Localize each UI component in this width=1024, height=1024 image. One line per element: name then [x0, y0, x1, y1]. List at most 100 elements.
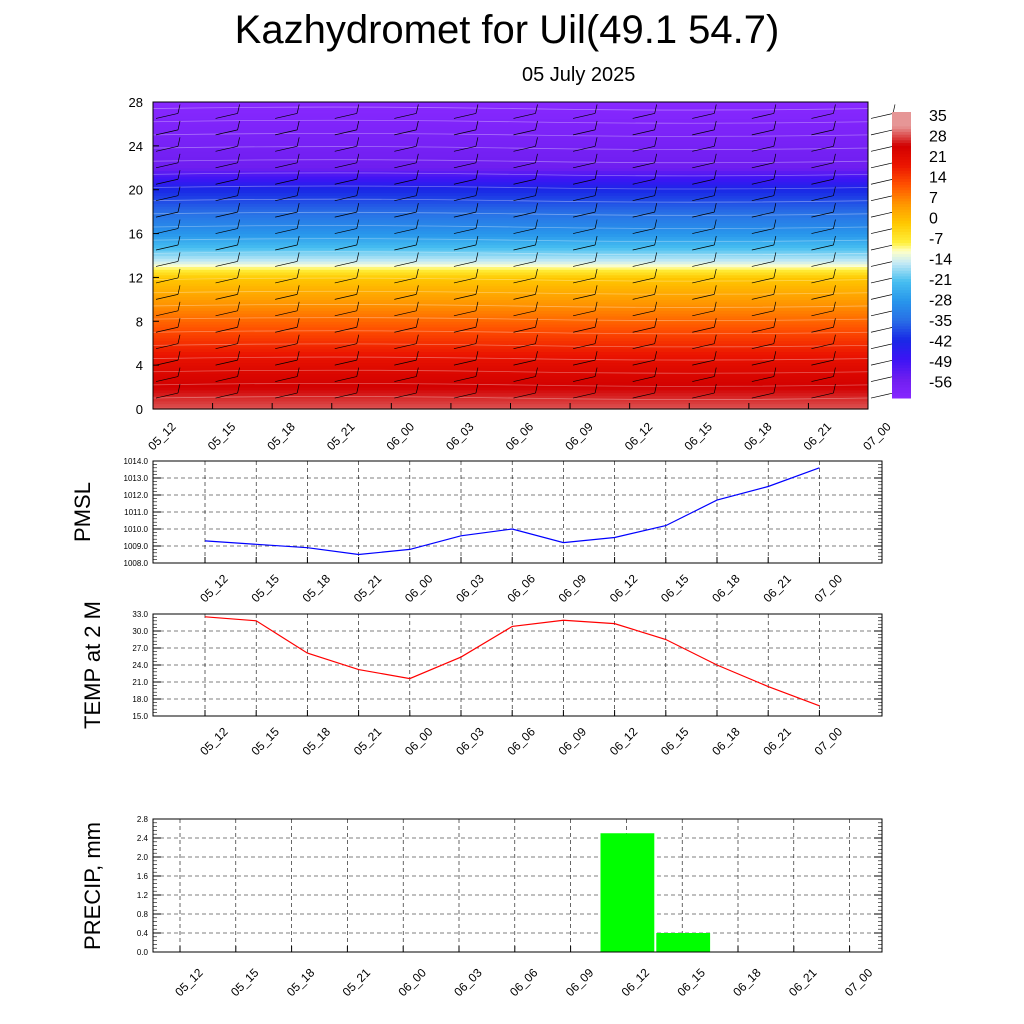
- wind-barb-feather: [594, 285, 598, 295]
- precip-bar: [600, 833, 655, 952]
- wind-barb-feather: [713, 351, 717, 361]
- x-tick-label: 06_18: [709, 571, 743, 605]
- wind-barb: [334, 195, 357, 202]
- x-tick-label: 06_12: [622, 419, 656, 453]
- wind-barb: [632, 244, 655, 251]
- x-tick-label: 06_00: [402, 724, 436, 758]
- wind-barb: [811, 261, 834, 267]
- wind-barb: [573, 211, 596, 218]
- wind-barb: [155, 326, 179, 333]
- x-tick-label: 06_15: [658, 724, 692, 758]
- wind-barb-feather: [594, 268, 598, 278]
- wind-barb: [275, 178, 298, 185]
- contour-line: [152, 317, 869, 321]
- panel-3: [152, 818, 883, 953]
- wind-barb-feather: [535, 203, 538, 213]
- wind-barb: [155, 277, 179, 284]
- wind-barb-feather: [237, 334, 240, 344]
- wind-barb-feather: [356, 383, 360, 394]
- wind-barb: [751, 392, 774, 399]
- heatmap-band: [153, 367, 868, 372]
- heatmap-band: [153, 208, 868, 213]
- wind-barb-feather: [713, 383, 717, 394]
- heatmap-band: [153, 236, 868, 240]
- colorbar: [892, 112, 911, 399]
- wind-barb-feather: [713, 186, 717, 196]
- y-tick-label: 24.0: [132, 661, 148, 670]
- wind-barb: [394, 228, 417, 234]
- wind-barb-feather: [475, 203, 479, 213]
- wind-barb: [453, 261, 476, 267]
- wind-barb-feather: [654, 285, 658, 295]
- heatmap-band: [153, 132, 868, 136]
- wind-barb-feather: [177, 219, 181, 229]
- wind-barb: [751, 162, 774, 169]
- heatmap-band: [153, 277, 868, 281]
- wind-barb-feather: [535, 383, 538, 394]
- wind-barb: [275, 261, 298, 267]
- wind-barb: [513, 162, 536, 169]
- wind-barb: [811, 145, 834, 152]
- panel-frame: [152, 613, 883, 717]
- colorbar-label: 14: [929, 170, 947, 187]
- y-tick-label: 1010.0: [124, 525, 149, 534]
- wind-barb-feather: [177, 203, 181, 213]
- heatmap-band: [153, 274, 868, 279]
- wind-barb-feather: [713, 301, 717, 311]
- wind-barb: [513, 178, 536, 185]
- wind-barb-feather: [177, 351, 181, 361]
- wind-barb: [155, 261, 179, 267]
- heatmap-band: [153, 291, 868, 295]
- wind-barb-feather: [177, 367, 181, 377]
- wind-barb: [811, 310, 834, 317]
- wind-barb-feather: [475, 367, 479, 377]
- heatmap-band: [153, 176, 868, 180]
- wind-barb: [870, 310, 894, 317]
- wind-barb: [394, 195, 417, 202]
- wind-barb: [394, 326, 417, 333]
- wind-barb: [692, 178, 715, 185]
- wind-barb-feather: [237, 235, 240, 246]
- colorbar-band: [892, 120, 911, 124]
- wind-barb: [632, 277, 655, 284]
- colorbar-band: [892, 386, 911, 391]
- wind-barb: [334, 392, 357, 399]
- wind-barb-feather: [654, 351, 658, 361]
- x-tick-label: 05_18: [284, 965, 318, 999]
- colorbar-band: [892, 373, 911, 377]
- wind-barb: [573, 343, 596, 350]
- y-tick-label: 0.0: [137, 948, 149, 957]
- wind-barb-feather: [177, 120, 181, 130]
- colorbar-band: [892, 112, 911, 116]
- colorbar-band: [892, 342, 911, 346]
- colorbar-band: [892, 395, 911, 399]
- heatmap-band: [153, 104, 868, 109]
- y-tick-label: 1.2: [137, 891, 149, 900]
- wind-barb-feather: [833, 285, 836, 295]
- x-tick-label: 06_18: [730, 965, 764, 999]
- wind-barb: [751, 343, 774, 350]
- colorbar-label: -35: [929, 313, 952, 330]
- heatmap-band: [153, 241, 868, 246]
- page-subtitle: 05 July 2025: [522, 64, 636, 86]
- wind-barb-feather: [594, 351, 598, 361]
- wind-barb-feather: [833, 334, 836, 344]
- wind-barb-feather: [713, 153, 717, 163]
- wind-barb-feather: [713, 334, 717, 344]
- colorbar-band: [892, 181, 911, 185]
- wind-barb: [215, 178, 238, 185]
- wind-barb-feather: [296, 120, 300, 130]
- heatmap-band: [153, 392, 868, 396]
- colorbar-band: [892, 134, 911, 138]
- wind-barb: [513, 129, 536, 136]
- wind-barb-feather: [773, 186, 777, 196]
- contour-line: [152, 106, 869, 111]
- wind-barb: [155, 294, 179, 300]
- wind-barb-feather: [594, 153, 598, 163]
- wind-barb-feather: [415, 351, 419, 361]
- wind-barb-feather: [356, 351, 360, 361]
- heatmap-band: [153, 225, 868, 229]
- wind-barb: [513, 359, 536, 366]
- heatmap-band: [153, 197, 868, 202]
- wind-barb-feather: [594, 170, 598, 180]
